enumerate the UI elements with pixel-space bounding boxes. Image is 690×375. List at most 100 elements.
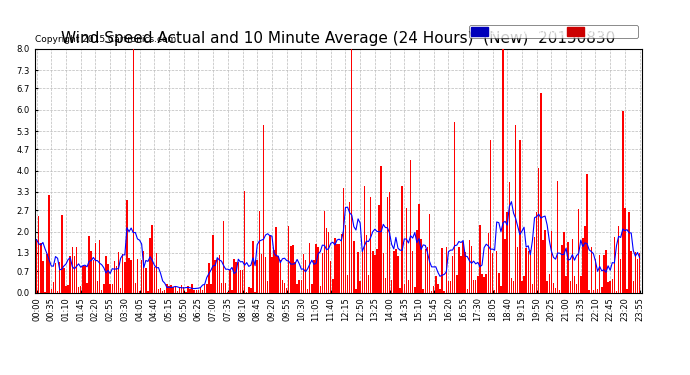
Bar [615,291,618,292]
Bar [244,191,246,292]
Bar [513,282,514,292]
Bar [261,254,262,292]
Bar [458,248,460,292]
Bar [326,228,327,292]
Bar [175,287,176,292]
Bar [532,284,533,292]
Bar [460,255,462,292]
Bar [597,289,598,292]
Bar [279,261,281,292]
Bar [221,283,222,292]
Bar [393,251,395,292]
Bar [57,291,59,292]
Bar [540,93,542,292]
Bar [66,286,67,292]
Bar [324,211,325,292]
Bar [311,284,313,292]
Bar [332,279,333,292]
Bar [164,290,166,292]
Bar [378,205,380,292]
Bar [477,276,479,292]
Bar [613,237,615,292]
Bar [374,255,375,292]
Bar [486,274,487,292]
Bar [494,290,495,292]
Bar [605,251,607,292]
Bar [309,243,310,292]
Bar [536,211,538,292]
Bar [412,251,413,292]
Bar [584,226,586,292]
Bar [193,290,195,292]
Bar [307,290,308,292]
Bar [627,289,628,292]
Bar [573,276,575,292]
Bar [492,253,493,292]
Bar [435,276,437,292]
Bar [559,290,560,292]
Bar [139,291,140,292]
Bar [454,123,455,292]
Bar [295,262,296,292]
Bar [382,253,384,292]
Bar [466,290,468,292]
Bar [179,288,180,292]
Bar [475,280,477,292]
Text: Copyright 2015 Cartronics.com: Copyright 2015 Cartronics.com [35,35,177,44]
Bar [629,212,630,292]
Bar [168,286,170,292]
Bar [156,253,157,292]
Bar [391,280,393,292]
Bar [284,283,285,292]
Bar [118,252,119,292]
Bar [484,278,485,292]
Bar [130,260,132,292]
Bar [502,49,504,292]
Bar [366,235,367,292]
Bar [593,290,594,292]
Bar [359,281,361,292]
Bar [187,286,188,292]
Bar [40,243,41,292]
Bar [462,242,464,292]
Bar [357,252,359,292]
Bar [183,286,184,292]
Bar [555,288,556,292]
Bar [368,275,369,292]
Bar [557,181,558,292]
Bar [286,288,287,292]
Bar [589,290,590,292]
Bar [101,290,103,292]
Bar [569,281,571,292]
Bar [233,260,235,292]
Bar [622,111,624,292]
Bar [202,290,204,292]
Bar [488,234,489,292]
Bar [389,192,391,292]
Bar [420,239,422,292]
Bar [395,249,397,292]
Bar [408,280,409,292]
Bar [239,270,241,292]
Bar [290,246,292,292]
Bar [103,284,105,292]
Bar [108,264,109,292]
Bar [72,248,73,292]
Bar [76,247,77,292]
Bar [452,256,453,292]
Bar [74,256,75,292]
Bar [52,282,54,292]
Bar [376,249,377,292]
Bar [469,240,470,292]
Bar [528,251,529,292]
Bar [431,291,433,292]
Bar [299,280,300,292]
Bar [384,278,386,292]
Bar [166,284,168,292]
Bar [523,276,525,292]
Bar [551,231,552,292]
Bar [241,270,244,292]
Bar [372,251,373,292]
Bar [319,286,321,292]
Bar [197,290,199,292]
